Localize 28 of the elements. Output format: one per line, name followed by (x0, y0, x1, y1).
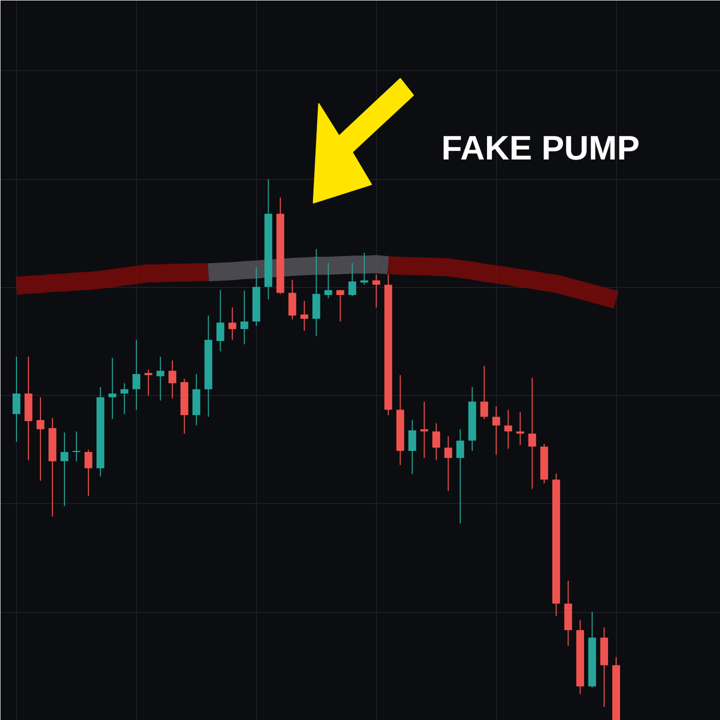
candlestick (324, 262, 332, 299)
candlestick (528, 377, 536, 490)
candlestick (432, 422, 440, 461)
text: FAKE PUMP (441, 130, 640, 168)
candlestick (492, 406, 500, 456)
candlestick (444, 436, 452, 492)
candlestick (228, 306, 236, 340)
candlestick (216, 290, 224, 352)
candlestick (504, 409, 512, 450)
candlestick (108, 357, 116, 420)
candlestick (36, 396, 44, 482)
candlestick (288, 279, 296, 320)
candlestick (408, 420, 416, 475)
candlestick (348, 262, 356, 297)
candlestick (480, 365, 488, 420)
candlestick (120, 382, 128, 415)
candlestick (336, 290, 344, 322)
candlestick (156, 356, 164, 402)
candlestick (168, 360, 176, 399)
candlestick (60, 432, 68, 507)
candlestick (72, 430, 80, 462)
candlestick (144, 369, 152, 396)
candlestick (456, 428, 464, 524)
candlestick (84, 449, 92, 496)
candlestick (240, 290, 248, 345)
candlestick (132, 339, 140, 410)
candlestick (300, 300, 308, 332)
candlestick (12, 356, 20, 442)
